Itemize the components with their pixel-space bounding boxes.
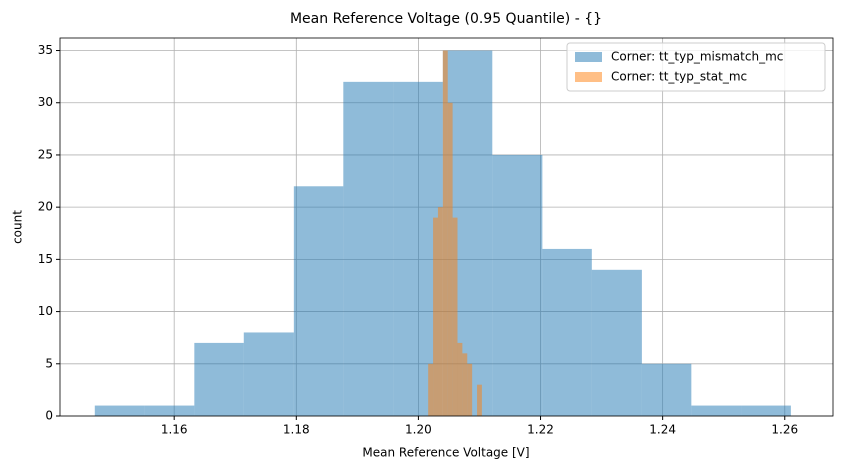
histogram-bar <box>194 342 244 416</box>
y-axis-label: count <box>11 210 25 244</box>
x-tick-label: 1.24 <box>649 423 676 437</box>
x-tick-label: 1.20 <box>405 423 432 437</box>
y-tick-label: 20 <box>38 200 53 214</box>
histogram-bar <box>447 102 453 417</box>
y-tick-label: 15 <box>38 252 53 266</box>
histogram-bar <box>433 217 438 416</box>
y-tick-label: 5 <box>45 356 53 370</box>
histogram-bar <box>442 50 448 416</box>
legend-box <box>566 42 826 92</box>
histogram-bar <box>467 363 473 416</box>
legend-label: Corner: tt_typ_stat_mc <box>611 70 747 84</box>
histogram-bar <box>691 405 742 416</box>
histogram-bar <box>462 353 468 416</box>
x-tick-label: 1.22 <box>527 423 554 437</box>
histogram-bar <box>243 332 294 416</box>
histogram-bar <box>741 405 791 416</box>
histogram-bar <box>343 81 394 416</box>
y-tick-label: 30 <box>38 95 53 109</box>
legend-swatch <box>575 52 602 62</box>
histogram-bar <box>293 186 344 416</box>
chart-title: Mean Reference Voltage (0.95 Quantile) -… <box>290 11 602 27</box>
histogram-bar <box>641 363 692 416</box>
y-tick-label: 35 <box>38 43 53 57</box>
histogram-bar <box>457 342 463 416</box>
plot-frame <box>59 37 834 417</box>
legend-label: Corner: tt_typ_mismatch_mc <box>611 50 783 64</box>
y-tick-label: 10 <box>38 304 53 318</box>
histogram-bar <box>437 207 443 416</box>
histogram-bar <box>591 269 642 416</box>
histogram-bar <box>452 217 458 416</box>
x-tick-label: 1.26 <box>771 423 798 437</box>
histogram-bar <box>428 363 434 416</box>
x-axis-label: Mean Reference Voltage [V] <box>362 446 529 460</box>
legend-swatch <box>575 72 602 82</box>
histogram-bar <box>492 154 543 417</box>
histogram-bar <box>477 384 482 416</box>
y-tick-label: 25 <box>38 147 53 161</box>
histogram-bar <box>542 248 592 416</box>
histogram-bar <box>144 405 195 416</box>
y-tick-label: 0 <box>45 409 53 423</box>
x-tick-label: 1.18 <box>283 423 310 437</box>
histogram-bar <box>94 405 145 416</box>
x-tick-label: 1.16 <box>161 423 188 437</box>
